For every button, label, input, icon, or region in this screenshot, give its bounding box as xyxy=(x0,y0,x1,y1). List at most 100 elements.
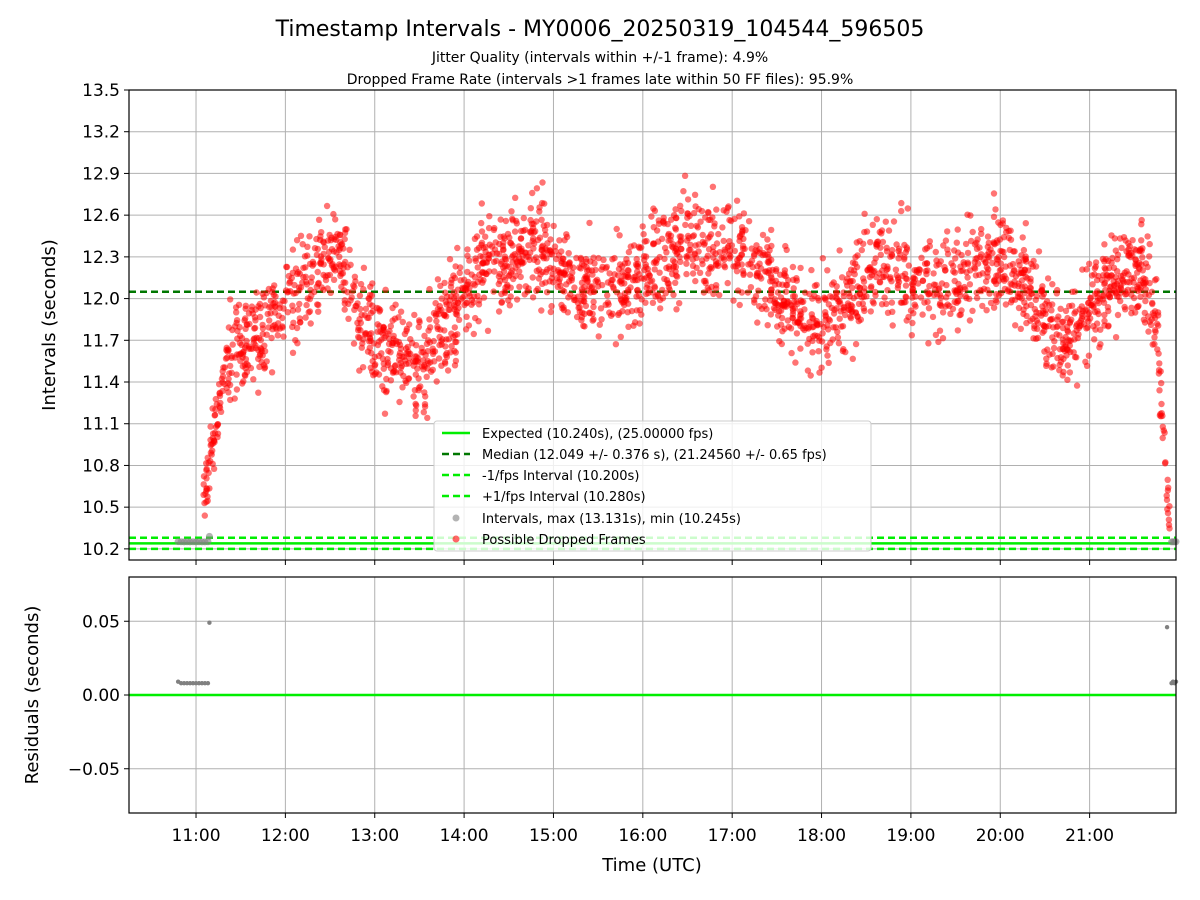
dropped-frame-point xyxy=(1162,459,1169,466)
legend-intervals-label: Intervals, max (13.131s), min (10.245s) xyxy=(482,512,741,527)
dropped-frame-point xyxy=(668,216,675,223)
dropped-frame-point xyxy=(576,264,583,271)
dropped-frame-point xyxy=(583,287,591,294)
dropped-frame-point xyxy=(496,270,503,278)
dropped-frame-point xyxy=(808,266,815,274)
dropped-frame-point xyxy=(834,328,841,335)
dropped-frame-point xyxy=(228,369,235,376)
dropped-frame-point xyxy=(1012,322,1019,329)
dropped-frame-point xyxy=(824,322,831,329)
dropped-frame-point xyxy=(379,383,386,390)
intervals-y-tick-label: 12.9 xyxy=(82,164,120,184)
dropped-frame-point xyxy=(454,286,462,293)
dropped-frame-point xyxy=(738,289,746,296)
dropped-frame-point xyxy=(709,183,717,190)
dropped-frame-point xyxy=(256,313,264,321)
x-tick-label: 19:00 xyxy=(886,826,935,846)
dropped-frame-point xyxy=(733,197,741,204)
dropped-frame-point xyxy=(289,302,296,309)
dropped-frame-point xyxy=(435,355,443,362)
dropped-frame-point xyxy=(700,289,708,296)
dropped-frame-point xyxy=(1019,234,1026,241)
dropped-frame-point xyxy=(570,264,577,271)
dropped-frame-point xyxy=(273,326,280,333)
dropped-frame-point xyxy=(556,237,563,244)
dropped-frame-point xyxy=(583,264,590,271)
dropped-frame-point xyxy=(420,409,427,416)
dropped-frame-point xyxy=(359,340,366,347)
dropped-frame-point xyxy=(430,337,437,345)
dropped-frame-point xyxy=(518,258,525,265)
dropped-frame-point xyxy=(554,283,561,290)
dropped-frame-point xyxy=(836,247,843,254)
dropped-frame-point xyxy=(275,320,282,327)
dropped-frame-point xyxy=(421,332,428,339)
dropped-frame-point xyxy=(1151,308,1159,315)
dropped-frame-point xyxy=(454,299,462,306)
dropped-frame-point xyxy=(214,421,221,428)
dropped-frame-point xyxy=(486,251,493,259)
dropped-frame-point xyxy=(495,280,502,288)
dropped-frame-point xyxy=(381,334,388,341)
dropped-frame-point xyxy=(1024,275,1031,282)
dropped-frame-point xyxy=(356,367,363,374)
dropped-frame-point xyxy=(929,313,937,321)
dropped-frame-point xyxy=(1071,336,1078,343)
dropped-frame-point xyxy=(814,332,821,340)
chart-subtitle-2: Dropped Frame Rate (intervals >1 frames … xyxy=(347,72,854,88)
dropped-frame-point xyxy=(966,281,974,288)
dropped-frame-point xyxy=(1105,264,1113,272)
dropped-frame-point xyxy=(1112,247,1120,254)
dropped-frame-point xyxy=(856,284,864,291)
dropped-frame-point xyxy=(1138,221,1145,228)
dropped-frame-point xyxy=(1158,410,1165,417)
dropped-frame-point xyxy=(756,249,763,257)
dropped-frame-point xyxy=(424,414,431,422)
dropped-frame-point xyxy=(804,340,811,347)
dropped-frame-point xyxy=(779,302,786,309)
dropped-frame-point xyxy=(387,377,395,384)
dropped-frame-point xyxy=(436,341,443,349)
dropped-frame-point xyxy=(634,268,641,275)
dropped-frame-point xyxy=(767,311,775,318)
dropped-frame-point xyxy=(1099,292,1106,299)
dropped-frame-point xyxy=(699,231,706,239)
dropped-frame-point xyxy=(860,275,867,282)
dropped-frame-point xyxy=(530,229,538,236)
dropped-frame-point xyxy=(882,218,889,225)
dropped-frame-point xyxy=(274,332,281,339)
dropped-frame-point xyxy=(925,291,932,298)
dropped-frame-point xyxy=(956,286,964,293)
dropped-frame-point xyxy=(268,369,276,376)
dropped-frame-point xyxy=(1149,300,1156,308)
legend: Expected (10.240s), (25.00000 fps) Media… xyxy=(433,420,872,552)
dropped-frame-point xyxy=(1156,360,1163,367)
dropped-frame-point xyxy=(683,260,690,267)
dropped-frame-point xyxy=(974,236,981,243)
dropped-frame-point xyxy=(502,217,510,225)
dropped-frame-point xyxy=(1141,319,1149,326)
dropped-frame-point xyxy=(925,305,933,312)
dropped-frame-point xyxy=(1015,280,1022,287)
dropped-frame-point xyxy=(972,272,980,279)
dropped-frame-point xyxy=(404,343,411,351)
residuals-y-tick-label: −0.05 xyxy=(68,760,120,780)
dropped-frame-point xyxy=(411,311,418,319)
dropped-frame-point xyxy=(1067,318,1074,325)
dropped-frame-point xyxy=(533,287,540,295)
dropped-frame-point xyxy=(604,292,611,299)
dropped-frame-point xyxy=(241,317,248,324)
dropped-frame-point xyxy=(452,310,460,317)
dropped-frame-point xyxy=(983,264,991,271)
dropped-frame-point xyxy=(818,364,825,371)
dropped-frame-point xyxy=(314,268,321,276)
dropped-frame-point xyxy=(516,283,523,290)
residuals-panel: −0.050.000.05 11:00 12:00 13:00 14:00 15:00 1… xyxy=(22,576,1179,876)
dropped-frame-point xyxy=(1132,309,1139,316)
dropped-frame-point xyxy=(378,350,385,357)
dropped-frame-point xyxy=(286,278,294,285)
dropped-frame-point xyxy=(1116,235,1124,242)
dropped-frame-point xyxy=(431,358,438,365)
dropped-frame-point xyxy=(990,304,998,311)
dropped-frame-point xyxy=(656,269,663,276)
